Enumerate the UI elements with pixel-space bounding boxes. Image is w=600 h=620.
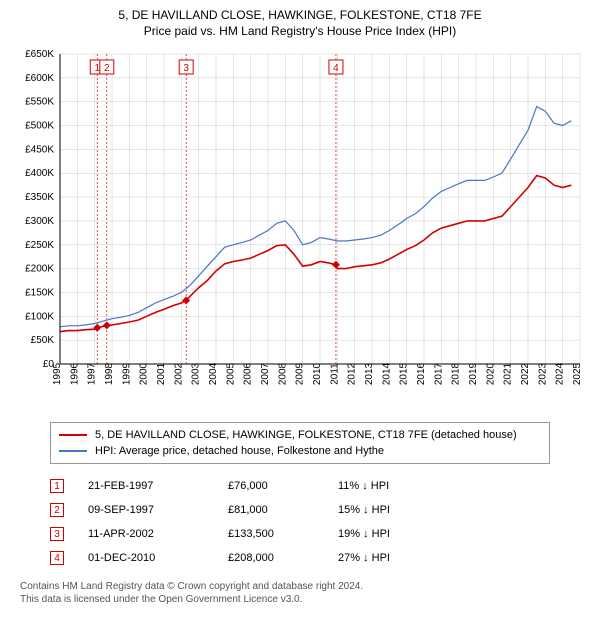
svg-text:2016: 2016 <box>416 362 427 385</box>
svg-text:£100K: £100K <box>25 311 54 322</box>
transaction-row: 4 01-DEC-2010£208,00027% ↓ HPI <box>50 546 550 570</box>
svg-text:1995: 1995 <box>52 362 63 385</box>
svg-text:2010: 2010 <box>312 362 323 385</box>
svg-text:2012: 2012 <box>347 362 358 385</box>
transaction-marker: 3 <box>50 527 64 541</box>
svg-text:2009: 2009 <box>295 362 306 385</box>
svg-text:2: 2 <box>104 63 110 74</box>
transaction-diff: 15% ↓ HPI <box>338 504 458 516</box>
transaction-row: 2 09-SEP-1997£81,00015% ↓ HPI <box>50 498 550 522</box>
transaction-row: 3 11-APR-2002£133,50019% ↓ HPI <box>50 522 550 546</box>
svg-text:2002: 2002 <box>173 362 184 385</box>
svg-text:£500K: £500K <box>25 121 54 132</box>
svg-text:2014: 2014 <box>381 362 392 385</box>
svg-text:2013: 2013 <box>364 362 375 385</box>
svg-text:4: 4 <box>333 63 339 74</box>
svg-text:1999: 1999 <box>121 362 132 385</box>
svg-text:£300K: £300K <box>25 216 54 227</box>
legend-label: 5, DE HAVILLAND CLOSE, HAWKINGE, FOLKEST… <box>95 429 517 441</box>
svg-text:1997: 1997 <box>87 362 98 385</box>
svg-text:2020: 2020 <box>485 362 496 385</box>
svg-text:£600K: £600K <box>25 73 54 84</box>
transaction-price: £81,000 <box>228 504 338 516</box>
svg-text:2021: 2021 <box>503 362 514 385</box>
transaction-date: 09-SEP-1997 <box>88 504 228 516</box>
price-chart: £0£50K£100K£150K£200K£250K£300K£350K£400… <box>10 44 590 414</box>
svg-text:3: 3 <box>183 63 189 74</box>
svg-text:£350K: £350K <box>25 192 54 203</box>
svg-text:£200K: £200K <box>25 264 54 275</box>
transaction-date: 21-FEB-1997 <box>88 480 228 492</box>
footer-line-2: This data is licensed under the Open Gov… <box>20 593 590 606</box>
transaction-marker: 4 <box>50 551 64 565</box>
chart-legend: 5, DE HAVILLAND CLOSE, HAWKINGE, FOLKEST… <box>50 422 550 464</box>
title-line-2: Price paid vs. HM Land Registry's House … <box>10 24 590 38</box>
svg-text:1998: 1998 <box>104 362 115 385</box>
transaction-marker: 1 <box>50 479 64 493</box>
transaction-date: 11-APR-2002 <box>88 528 228 540</box>
svg-text:£150K: £150K <box>25 287 54 298</box>
footer-line-1: Contains HM Land Registry data © Crown c… <box>20 580 590 593</box>
footer-attribution: Contains HM Land Registry data © Crown c… <box>20 580 590 606</box>
transaction-price: £133,500 <box>228 528 338 540</box>
svg-text:2008: 2008 <box>277 362 288 385</box>
svg-text:2006: 2006 <box>243 362 254 385</box>
legend-item: 5, DE HAVILLAND CLOSE, HAWKINGE, FOLKEST… <box>59 427 541 443</box>
transaction-price: £76,000 <box>228 480 338 492</box>
transaction-diff: 27% ↓ HPI <box>338 552 458 564</box>
svg-text:1996: 1996 <box>69 362 80 385</box>
transaction-row: 1 21-FEB-1997£76,00011% ↓ HPI <box>50 474 550 498</box>
svg-text:2001: 2001 <box>156 362 167 385</box>
svg-text:2023: 2023 <box>537 362 548 385</box>
svg-text:2003: 2003 <box>191 362 202 385</box>
svg-text:2022: 2022 <box>520 362 531 385</box>
legend-label: HPI: Average price, detached house, Folk… <box>95 445 384 457</box>
transaction-diff: 19% ↓ HPI <box>338 528 458 540</box>
svg-text:2017: 2017 <box>433 362 444 385</box>
legend-item: HPI: Average price, detached house, Folk… <box>59 443 541 459</box>
transaction-marker: 2 <box>50 503 64 517</box>
svg-text:£50K: £50K <box>31 335 55 346</box>
transaction-price: £208,000 <box>228 552 338 564</box>
title-line-1: 5, DE HAVILLAND CLOSE, HAWKINGE, FOLKEST… <box>10 8 590 22</box>
chart-title-block: 5, DE HAVILLAND CLOSE, HAWKINGE, FOLKEST… <box>10 8 590 38</box>
svg-text:£400K: £400K <box>25 168 54 179</box>
svg-text:2024: 2024 <box>555 362 566 385</box>
svg-text:2000: 2000 <box>139 362 150 385</box>
transactions-table: 1 21-FEB-1997£76,00011% ↓ HPI 2 09-SEP-1997… <box>50 474 550 570</box>
chart-svg: £0£50K£100K£150K£200K£250K£300K£350K£400… <box>10 44 590 414</box>
svg-text:£450K: £450K <box>25 144 54 155</box>
svg-text:2018: 2018 <box>451 362 462 385</box>
svg-text:£650K: £650K <box>25 49 54 60</box>
svg-text:2004: 2004 <box>208 362 219 385</box>
svg-text:2007: 2007 <box>260 362 271 385</box>
legend-swatch <box>59 434 87 436</box>
svg-text:£550K: £550K <box>25 97 54 108</box>
svg-text:2011: 2011 <box>329 363 340 385</box>
svg-text:2015: 2015 <box>399 362 410 385</box>
legend-swatch <box>59 450 87 452</box>
svg-text:2005: 2005 <box>225 362 236 385</box>
svg-text:£250K: £250K <box>25 240 54 251</box>
svg-text:2019: 2019 <box>468 362 479 385</box>
svg-text:2025: 2025 <box>572 362 583 385</box>
transaction-date: 01-DEC-2010 <box>88 552 228 564</box>
transaction-diff: 11% ↓ HPI <box>338 480 458 492</box>
